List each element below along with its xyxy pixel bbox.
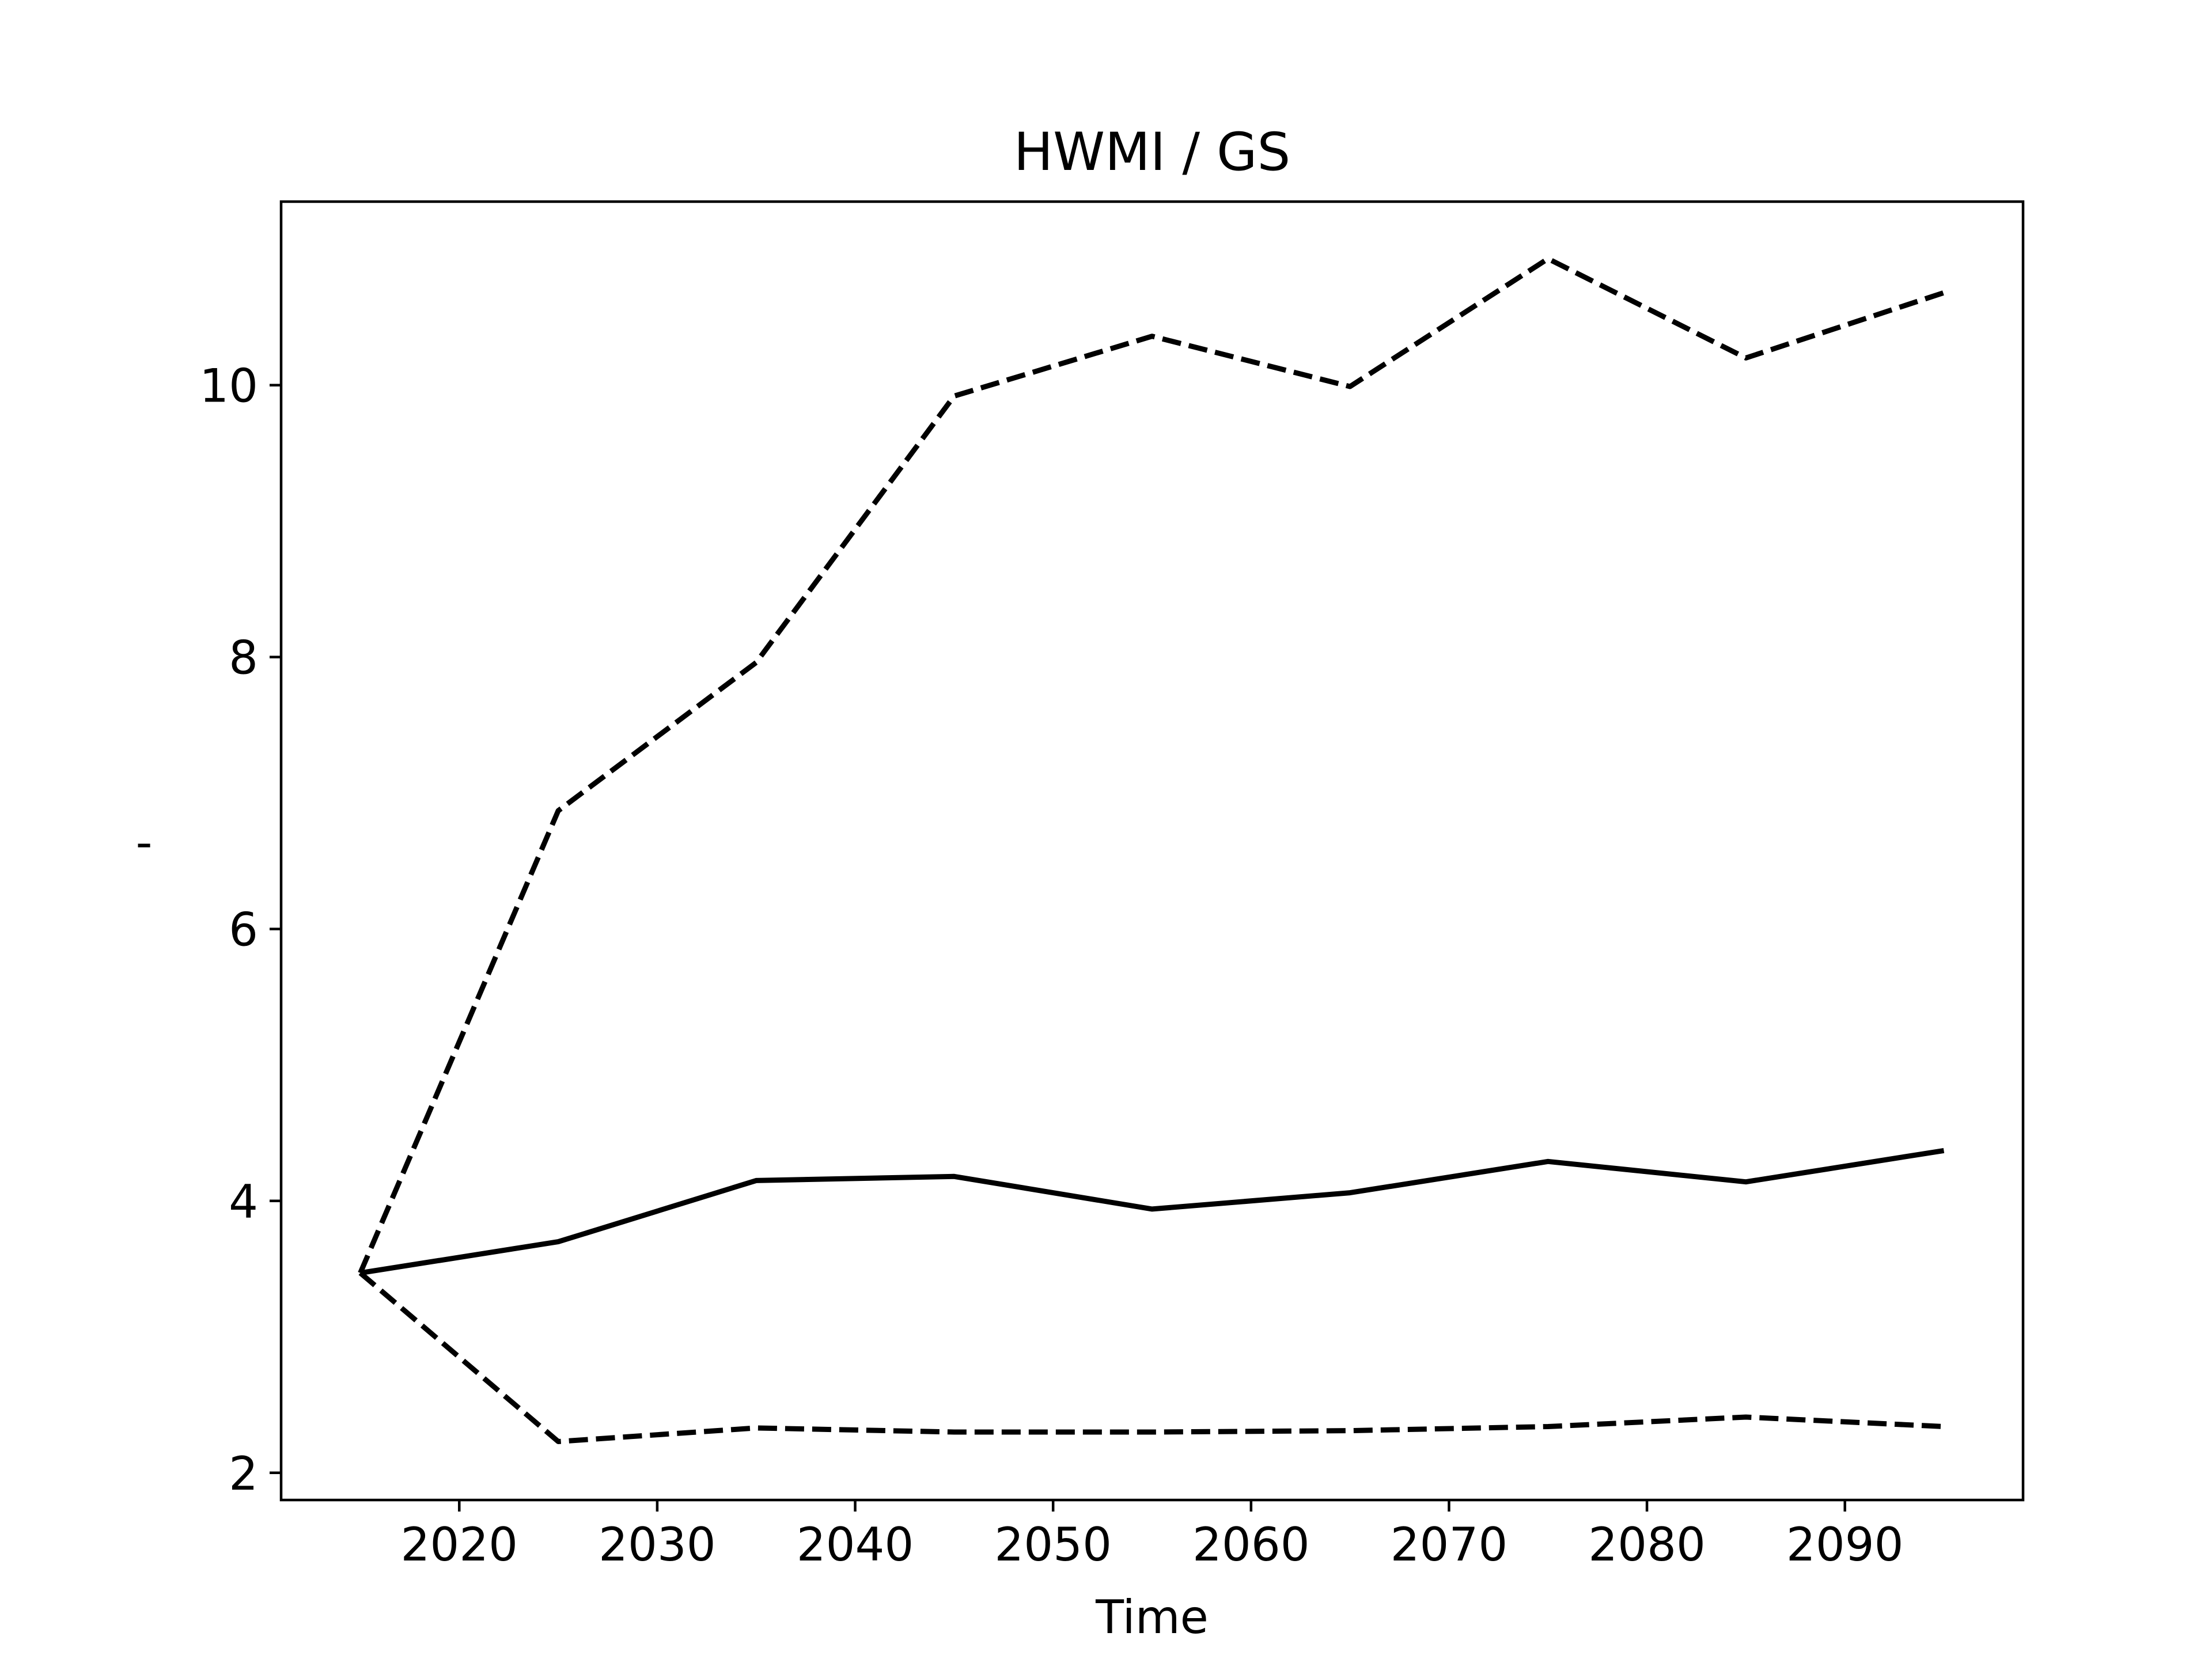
x-tick-label: 2040 (797, 1518, 914, 1571)
x-tick-label: 2050 (994, 1518, 1112, 1571)
x-tick-label: 2020 (400, 1518, 518, 1571)
x-tick-label: 2030 (599, 1518, 716, 1571)
y-tick-label: 6 (229, 903, 258, 957)
y-tick-label: 8 (229, 631, 258, 685)
plot-area (279, 200, 2025, 1502)
x-tick-label: 2090 (1786, 1518, 1904, 1571)
x-tick-label: 2060 (1192, 1518, 1310, 1571)
series-line-3 (358, 1271, 1944, 1444)
x-tick-label: 2070 (1391, 1518, 1508, 1571)
y-tick-label: 4 (229, 1175, 258, 1229)
y-axis-ticks: 2 4 6 8 10 (199, 359, 281, 1501)
x-tick-label: 2080 (1588, 1518, 1706, 1571)
series-line-2 (358, 256, 1945, 1274)
y-axis-label: - (136, 816, 153, 869)
x-axis-label: Time (1095, 1590, 1209, 1644)
chart-title: HWMI / GS (1014, 122, 1291, 183)
y-tick-label: 2 (229, 1447, 258, 1501)
x-axis-ticks: 2020 2030 2040 2050 2060 2070 2080 2090 (400, 1500, 1904, 1571)
series-line-1 (359, 1147, 1945, 1276)
y-tick-label: 10 (199, 359, 258, 413)
axes-frame (279, 200, 2025, 1502)
